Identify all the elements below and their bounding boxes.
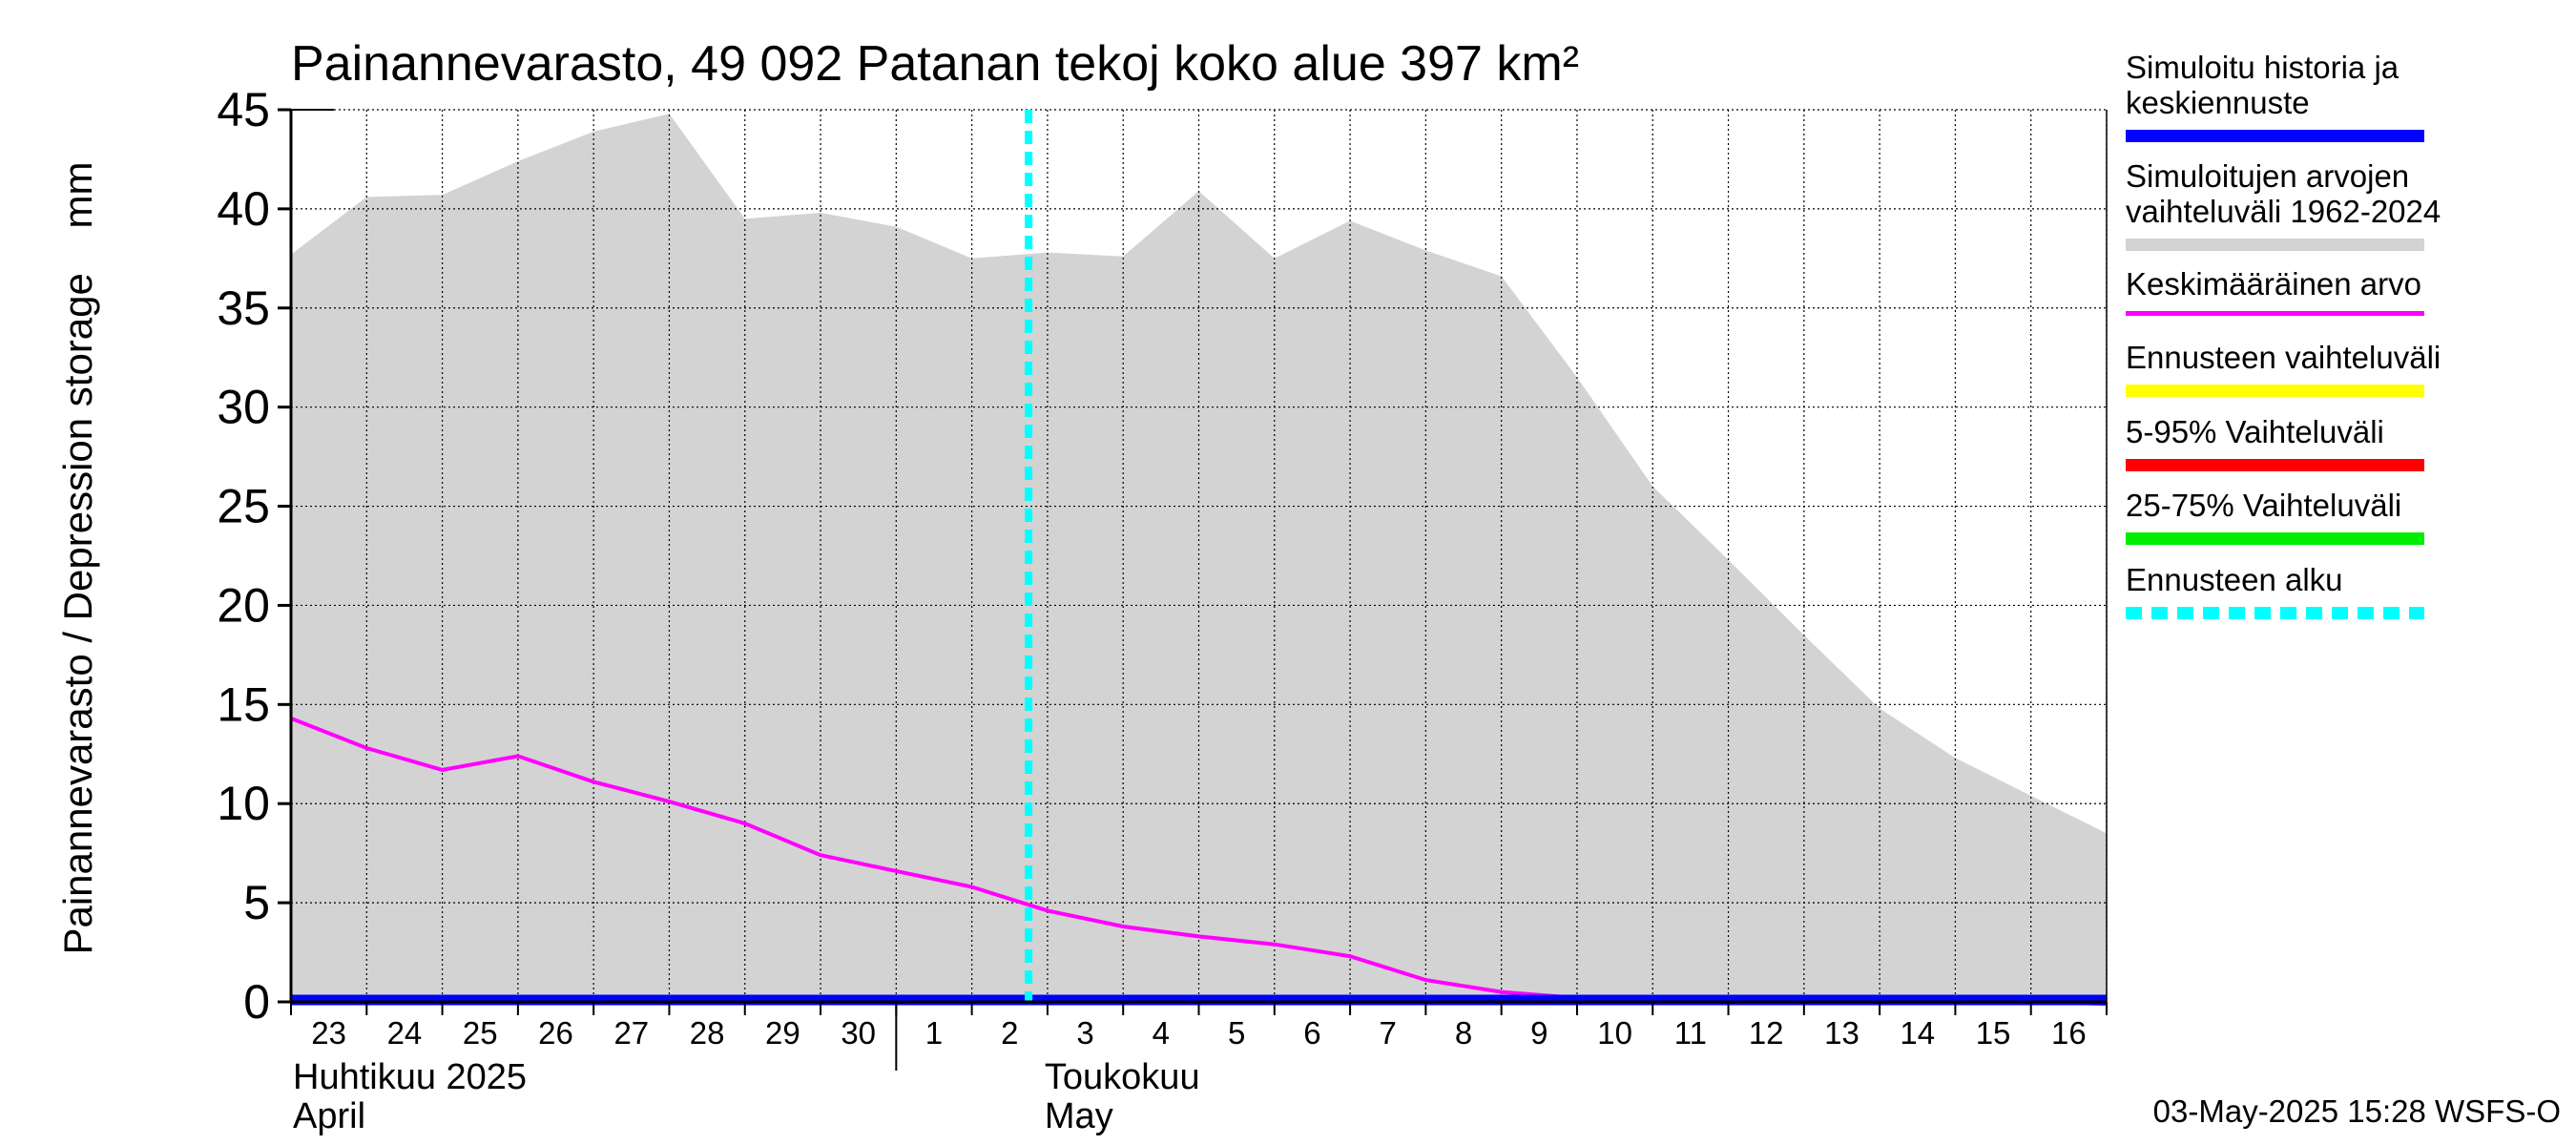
- x-tick-label: 28: [690, 1015, 725, 1051]
- legend-swatch-magenta: [2126, 311, 2424, 316]
- x-tick-label: 2: [1001, 1015, 1018, 1051]
- y-tick-label: 5: [243, 876, 270, 929]
- x-tick-label: 9: [1530, 1015, 1548, 1051]
- y-tick-label: 0: [243, 975, 270, 1029]
- x-tick-label: 10: [1597, 1015, 1632, 1051]
- x-tick-label: 16: [2051, 1015, 2087, 1051]
- x-tick-label: 15: [1976, 1015, 2011, 1051]
- legend-swatch-gray: [2126, 239, 2424, 251]
- x-tick-label: 30: [841, 1015, 876, 1051]
- y-tick-label: 20: [217, 578, 270, 632]
- x-tick-label: 5: [1228, 1015, 1245, 1051]
- legend-item-5-95: 5-95% Vaihteluväli: [2126, 414, 2545, 471]
- legend-item-mean: Keskimääräinen arvo: [2126, 266, 2545, 316]
- x-tick-label: 6: [1303, 1015, 1320, 1051]
- legend-label: 5-95% Vaihteluväli: [2126, 414, 2384, 449]
- chart-title: Painannevarasto, 49 092 Patanan tekoj ko…: [291, 36, 1579, 92]
- x-tick-label: 24: [387, 1015, 423, 1051]
- legend-label: Simuloitujen arvojen vaihteluväli 1962-2…: [2126, 158, 2441, 229]
- x-tick-label: 14: [1900, 1015, 1935, 1051]
- y-tick-label: 35: [217, 281, 270, 335]
- legend-label: Ennusteen vaihteluväli: [2126, 340, 2441, 375]
- x-tick-label: 4: [1153, 1015, 1170, 1051]
- x-tick-label: 25: [463, 1015, 498, 1051]
- legend-item-history: Simuloitu historia ja keskiennuste: [2126, 50, 2545, 142]
- legend-swatch-red: [2126, 459, 2424, 471]
- legend-label: 25-75% Vaihteluväli: [2126, 488, 2402, 523]
- x-tick-label: 29: [765, 1015, 800, 1051]
- month-label-may-en: May: [1045, 1096, 1113, 1136]
- x-tick-label: 26: [538, 1015, 573, 1051]
- x-tick-label: 27: [613, 1015, 649, 1051]
- legend-item-25-75: 25-75% Vaihteluväli: [2126, 488, 2545, 545]
- legend-label: Keskimääräinen arvo: [2126, 266, 2421, 302]
- y-tick-label: 15: [217, 677, 270, 731]
- legend-item-range: Simuloitujen arvojen vaihteluväli 1962-2…: [2126, 158, 2545, 251]
- legend-swatch-cyan-dashed: [2126, 607, 2424, 619]
- y-tick-label: 40: [217, 182, 270, 236]
- x-tick-label: 7: [1380, 1015, 1397, 1051]
- x-tick-label: 3: [1076, 1015, 1093, 1051]
- y-axis-label: Painannevarasto / Depression storage mm: [55, 161, 100, 954]
- legend-swatch-blue: [2126, 130, 2424, 142]
- y-tick-label: 30: [217, 381, 270, 434]
- legend-label: Ennusteen alku: [2126, 562, 2343, 597]
- month-label-april-fi: Huhtikuu 2025: [293, 1057, 527, 1097]
- x-tick-label: 12: [1749, 1015, 1784, 1051]
- x-tick-label: 11: [1674, 1015, 1707, 1051]
- legend-swatch-green: [2126, 532, 2424, 545]
- legend-item-forecast-range: Ennusteen vaihteluväli: [2126, 340, 2545, 397]
- month-label-may-fi: Toukokuu: [1045, 1057, 1200, 1097]
- month-label-april-en: April: [293, 1096, 365, 1136]
- y-tick-label: 10: [217, 777, 270, 830]
- y-tick-label: 45: [217, 83, 270, 136]
- y-tick-label: 25: [217, 480, 270, 533]
- x-tick-label: 23: [311, 1015, 346, 1051]
- legend-swatch-yellow: [2126, 385, 2424, 397]
- timestamp-footer: 03-May-2025 15:28 WSFS-O: [2152, 1093, 2561, 1129]
- x-tick-label: 1: [925, 1015, 943, 1051]
- legend-label: Simuloitu historia ja keskiennuste: [2126, 50, 2399, 120]
- x-tick-label: 13: [1824, 1015, 1859, 1051]
- x-tick-label: 8: [1455, 1015, 1472, 1051]
- legend-item-forecast-start: Ennusteen alku: [2126, 562, 2545, 619]
